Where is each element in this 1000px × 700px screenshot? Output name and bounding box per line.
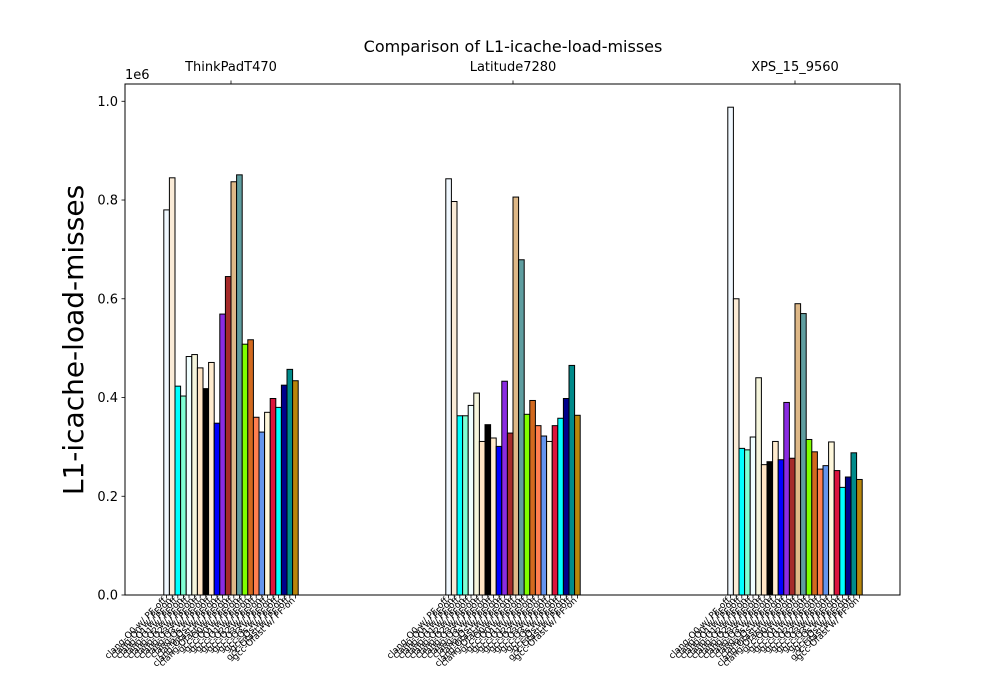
bar-2-22 (850, 452, 858, 596)
bar-2-1 (732, 298, 740, 596)
bar-1-23 (574, 414, 581, 596)
top-axis-group-labels: ThinkPadT470 Latitude7280 XPS_15_9560 (184, 60, 839, 84)
bars-layer (163, 106, 863, 596)
bar-2-13 (800, 313, 807, 596)
bar-1-2 (456, 415, 464, 596)
bar-1-5 (473, 392, 480, 596)
bar-0-10 (219, 313, 226, 596)
bar-1-17 (540, 435, 548, 596)
bar-0-23 (292, 380, 299, 596)
bar-2-7 (766, 461, 774, 596)
bar-1-7 (484, 424, 492, 596)
bar-2-15 (811, 451, 818, 596)
bar-0-16 (252, 416, 260, 596)
bar-0-5 (191, 354, 198, 596)
bar-0-19 (269, 398, 277, 596)
bar-2-18 (828, 441, 835, 596)
bar-0-13 (236, 174, 243, 596)
bar-0-4 (185, 356, 193, 596)
bar-2-2 (738, 447, 746, 596)
bar-0-17 (258, 431, 266, 596)
bar-2-6 (760, 464, 768, 596)
bar-2-20 (839, 486, 846, 596)
bar-2-0 (727, 106, 734, 596)
bar-0-8 (208, 361, 215, 596)
y-tick-label: 0.2 (97, 490, 118, 505)
chart-title: Comparison of L1-icache-load-misses (364, 37, 663, 56)
bar-2-10 (783, 401, 790, 596)
y-offset-label: 1e6 (125, 68, 150, 83)
bar-0-3 (180, 395, 187, 596)
bar-1-22 (568, 364, 576, 596)
bar-2-3 (744, 449, 751, 596)
bar-1-0 (445, 178, 452, 596)
bar-1-1 (450, 201, 458, 596)
bar-1-21 (562, 398, 570, 596)
plot-frame (124, 83, 901, 596)
bar-2-12 (794, 303, 802, 596)
y-tick-label: 0.8 (97, 194, 118, 209)
y-tick-label: 0.4 (97, 391, 118, 406)
bar-0-0 (163, 209, 170, 596)
bar-0-18 (264, 411, 271, 596)
bar-1-19 (551, 425, 559, 596)
bar-2-16 (816, 468, 824, 596)
bar-0-22 (286, 368, 294, 596)
bar-1-6 (478, 440, 486, 596)
bar-1-8 (490, 437, 497, 596)
y-tick-label: 0.0 (97, 589, 118, 604)
group-label-2: XPS_15_9560 (751, 60, 839, 75)
bar-0-14 (241, 343, 249, 596)
bar-2-9 (777, 459, 785, 596)
bar-1-20 (557, 417, 564, 596)
bar-1-14 (523, 413, 531, 596)
y-axis-label: L1-icache-load-misses (57, 185, 90, 495)
bar-2-5 (755, 377, 762, 596)
bar-0-1 (168, 177, 176, 596)
bar-1-13 (518, 259, 525, 596)
bar-1-12 (512, 196, 520, 596)
y-tick-label: 0.6 (97, 292, 118, 307)
bar-1-18 (546, 440, 553, 596)
bar-2-4 (749, 436, 757, 596)
bar-1-15 (529, 399, 536, 596)
bar-0-11 (224, 276, 232, 596)
bar-0-20 (275, 406, 282, 596)
bar-0-7 (202, 388, 210, 596)
bar-0-2 (174, 385, 182, 596)
bar-1-10 (501, 380, 508, 596)
bar-0-6 (196, 367, 204, 596)
y-tick-label: 1.0 (97, 95, 118, 110)
bar-2-19 (833, 470, 841, 596)
bar-0-15 (247, 339, 254, 596)
bar-2-11 (788, 457, 796, 596)
bar-2-8 (772, 440, 779, 596)
bar-1-11 (506, 432, 514, 596)
y-axis-ticks: 0.0 0.2 0.4 0.6 0.8 1.0 (97, 95, 125, 604)
bar-1-9 (495, 445, 503, 596)
bar-0-21 (280, 384, 288, 596)
bar-2-21 (844, 476, 852, 596)
bar-2-14 (805, 438, 813, 596)
bar-0-12 (230, 181, 238, 596)
bar-1-3 (462, 415, 469, 596)
bar-2-23 (856, 478, 863, 596)
bar-1-16 (534, 425, 542, 596)
group-label-0: ThinkPadT470 (184, 60, 277, 75)
group-label-1: Latitude7280 (470, 60, 557, 75)
bar-0-9 (213, 422, 221, 596)
bar-1-4 (467, 404, 475, 596)
bar-2-17 (822, 465, 830, 596)
